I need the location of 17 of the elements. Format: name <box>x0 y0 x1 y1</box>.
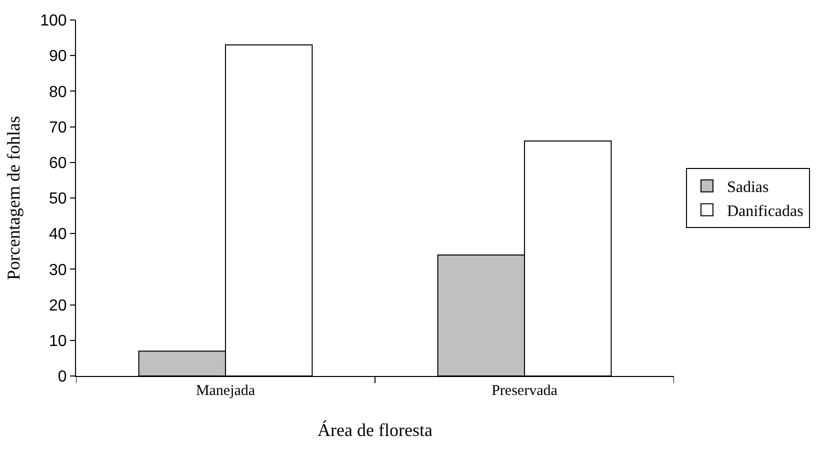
legend-label: Sadias <box>726 179 769 196</box>
legend-label: Danificadas <box>726 202 804 220</box>
y-tick-label: 50 <box>49 190 67 208</box>
y-tick-label: 0 <box>58 368 67 386</box>
y-tick-label: 100 <box>40 12 67 30</box>
y-tick-label: 40 <box>49 226 67 244</box>
y-tick-label: 20 <box>49 297 67 314</box>
y-tick-label: 60 <box>49 155 67 172</box>
y-tick-label: 10 <box>49 333 67 350</box>
x-tick-label: Preservada <box>492 383 558 399</box>
y-axis-title: Porcentagem de fohlas <box>3 116 24 280</box>
y-tick-label: 70 <box>49 119 67 136</box>
y-tick-label: 30 <box>49 262 67 279</box>
x-tick-label: Manejada <box>196 383 256 399</box>
y-tick-label: 90 <box>49 48 67 66</box>
x-axis-title: Área de floresta <box>318 420 432 440</box>
y-tick-label: 80 <box>49 84 67 101</box>
